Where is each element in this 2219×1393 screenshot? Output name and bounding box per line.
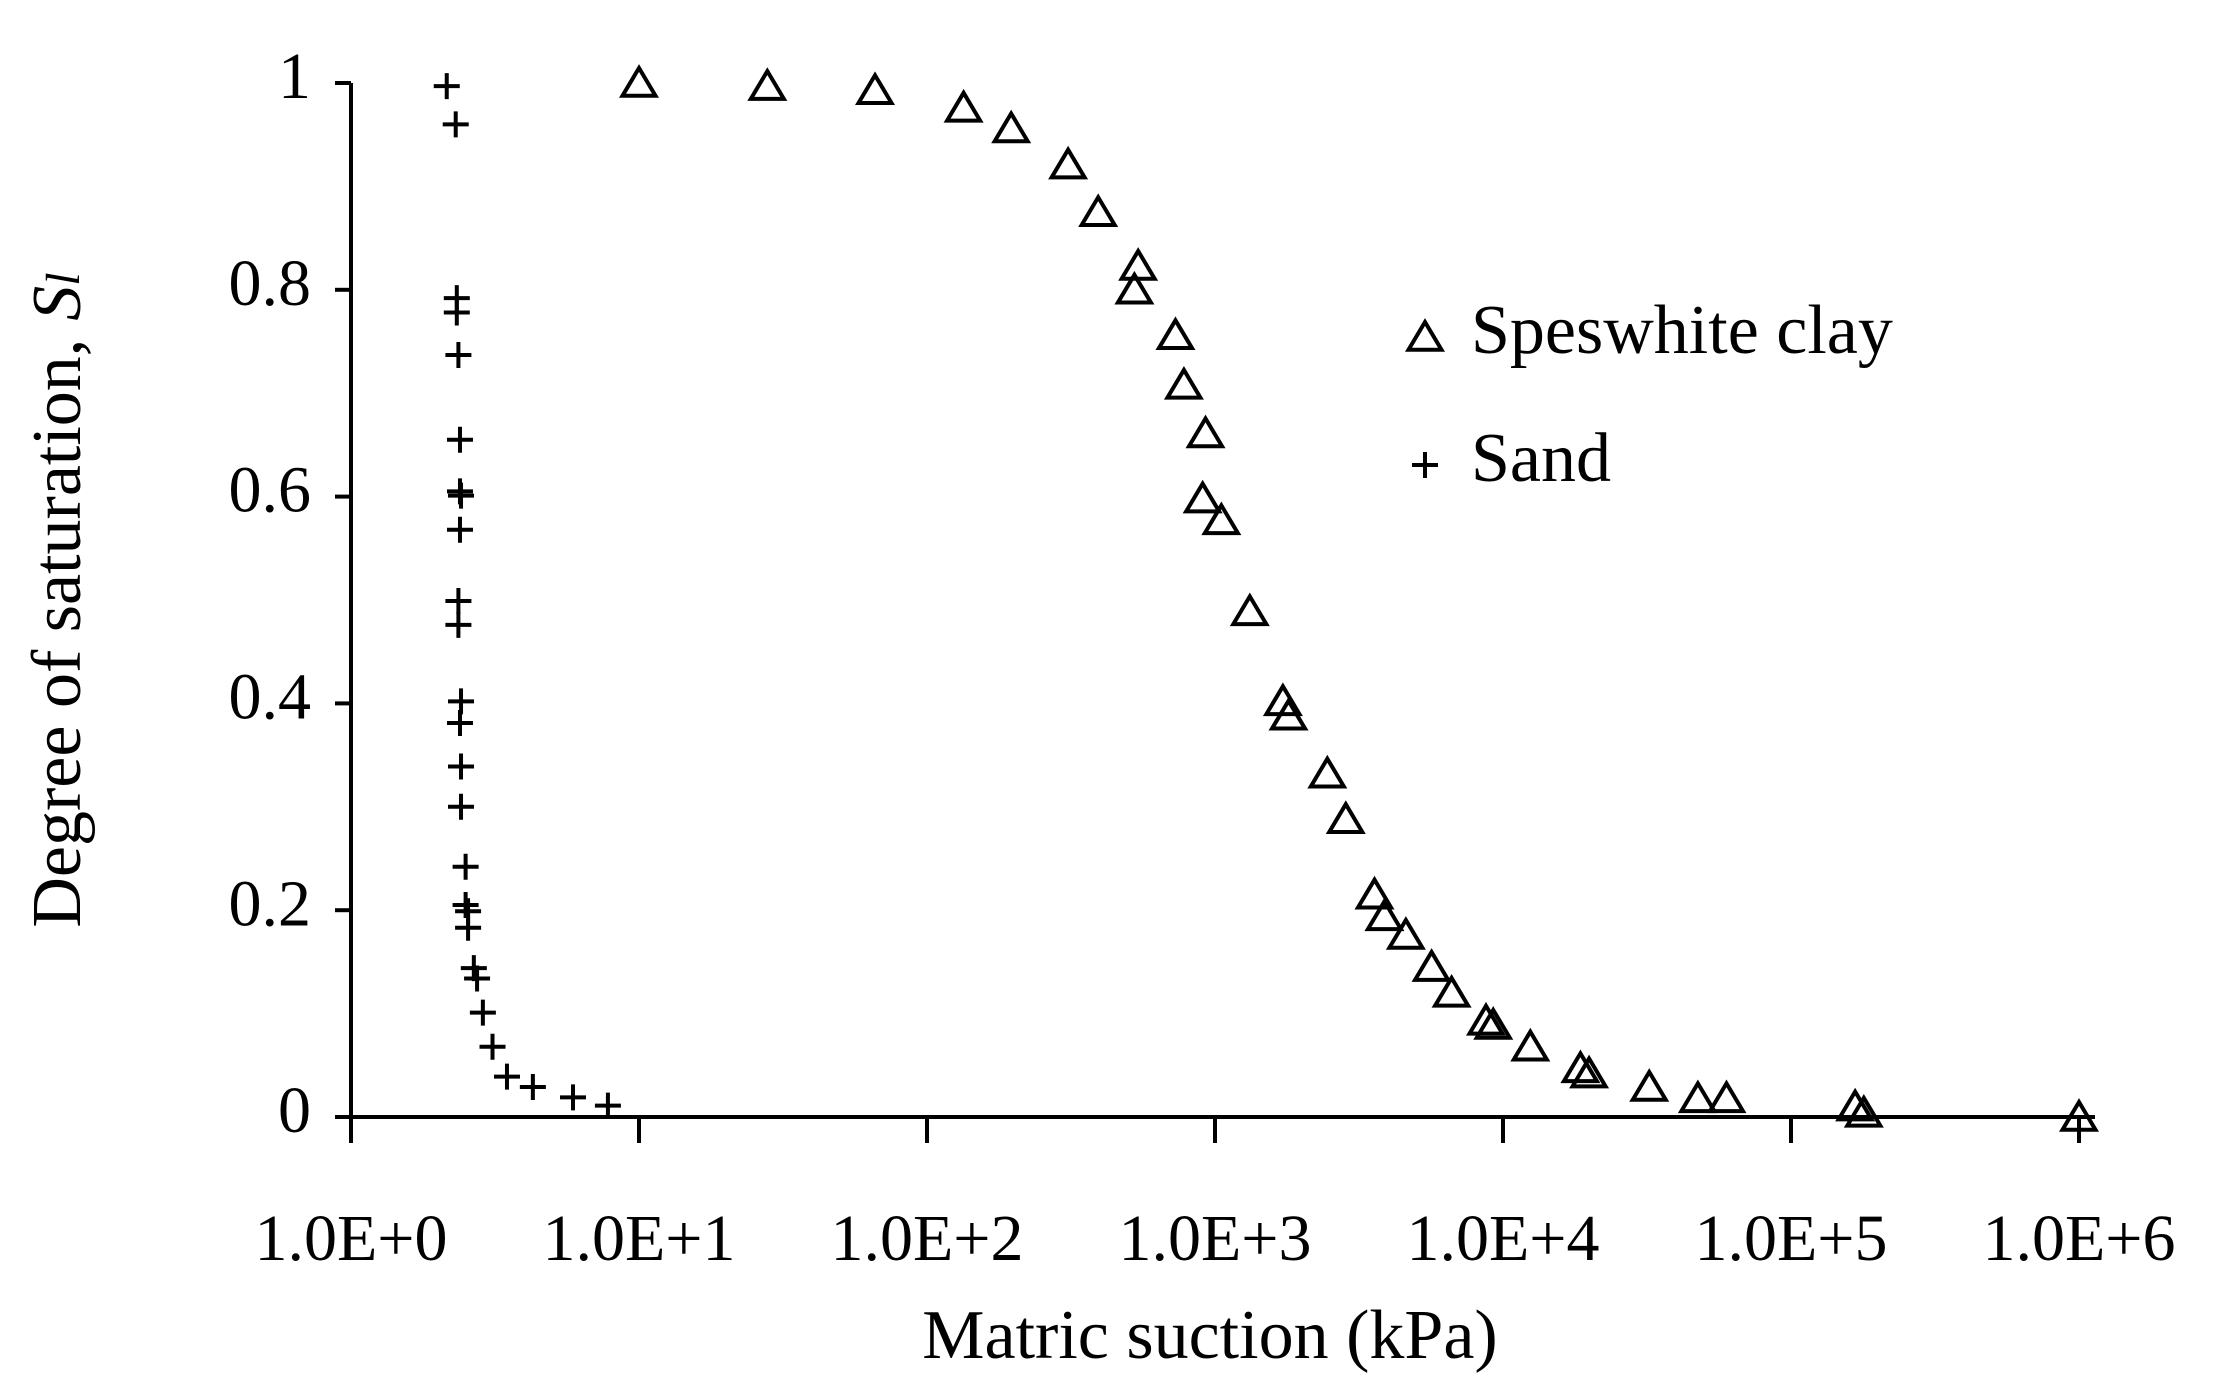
point — [448, 482, 475, 509]
point — [445, 341, 472, 368]
point — [1473, 1006, 1514, 1040]
x-tick-label: 1.0E+0 — [254, 1202, 447, 1275]
y-axis-title-symbol: S — [19, 286, 96, 321]
legend-marker — [1404, 318, 1446, 352]
point — [464, 965, 491, 992]
point — [448, 753, 475, 780]
y-axis-title: Degree of saturation, Sl — [19, 272, 96, 927]
point — [1835, 1087, 1876, 1122]
point — [1182, 479, 1223, 514]
point — [452, 853, 479, 880]
point — [1560, 1049, 1601, 1084]
legend-label: Sand — [1471, 420, 1611, 497]
point — [1364, 897, 1405, 932]
point — [1118, 247, 1159, 281]
point — [1268, 696, 1309, 731]
point — [448, 688, 475, 715]
point — [560, 1084, 587, 1111]
y-tick-label: 0.2 — [229, 867, 312, 940]
point — [1431, 974, 1472, 1008]
point — [1078, 193, 1119, 227]
point — [445, 588, 472, 615]
point — [1325, 800, 1366, 834]
y-axis-title-subscript: l — [37, 272, 90, 285]
point — [446, 710, 473, 737]
x-tick-label: 1.0E+1 — [542, 1202, 735, 1275]
point — [446, 426, 473, 453]
point — [943, 88, 984, 123]
point — [594, 1092, 621, 1119]
point — [1307, 754, 1348, 789]
y-tick-label: 0.8 — [229, 247, 312, 320]
point — [493, 1063, 520, 1090]
y-tick-label: 0 — [278, 1074, 311, 1147]
x-tick-label: 1.0E+4 — [1406, 1202, 1599, 1275]
point — [1229, 592, 1270, 627]
point — [2058, 1098, 2100, 1132]
x-tick-label: 1.0E+6 — [1982, 1202, 2175, 1275]
point — [1706, 1079, 1747, 1114]
point — [1843, 1093, 1884, 1128]
point — [1201, 501, 1242, 536]
y-tick-label: 0.6 — [229, 454, 312, 527]
legend-label: Speswhite clay — [1471, 292, 1893, 369]
x-tick-label: 1.0E+3 — [1118, 1202, 1311, 1275]
point — [747, 67, 788, 101]
x-tick-label: 1.0E+5 — [1694, 1202, 1887, 1275]
point — [445, 611, 472, 638]
point — [452, 892, 479, 919]
y-tick-label: 0.4 — [229, 661, 312, 734]
point — [1114, 270, 1155, 305]
point — [519, 1074, 546, 1101]
point — [455, 914, 482, 941]
point — [1185, 414, 1226, 449]
point — [443, 299, 470, 326]
point — [1411, 948, 1452, 982]
legend-marker — [1412, 452, 1438, 478]
point — [618, 64, 660, 98]
point — [448, 793, 475, 820]
point — [991, 109, 1032, 144]
point — [442, 111, 469, 138]
point — [855, 71, 896, 105]
x-tick-label: 1.0E+2 — [830, 1202, 1023, 1275]
point — [1354, 875, 1395, 910]
point — [1163, 366, 1204, 400]
point — [479, 1033, 506, 1060]
x-axis-title: Matric suction (kPa) — [922, 1297, 1497, 1374]
point — [1155, 316, 1196, 351]
point — [1465, 1001, 1507, 1036]
y-tick-label: 1 — [278, 40, 311, 113]
point — [1677, 1079, 1718, 1114]
point — [1569, 1054, 1610, 1089]
point — [1048, 145, 1089, 180]
point — [469, 999, 496, 1026]
point — [446, 516, 473, 543]
point — [1510, 1027, 1551, 1062]
point — [433, 73, 460, 100]
y-axis-title-text: Degree of saturation, — [19, 339, 96, 928]
point — [1385, 916, 1426, 950]
point — [1629, 1068, 1670, 1102]
